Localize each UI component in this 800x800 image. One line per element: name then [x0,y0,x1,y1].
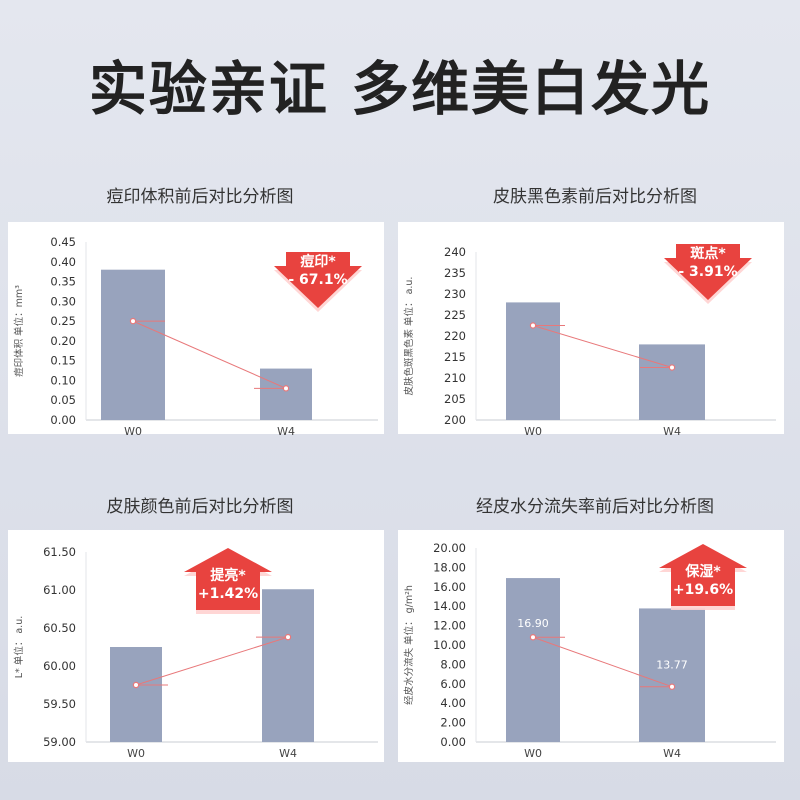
y-tick-label: 10.00 [433,638,466,652]
badge-label: 保湿* [684,563,721,580]
y-tick-label: 0.10 [50,373,76,387]
y-tick-label: 0.45 [50,235,76,249]
y-tick-label: 0.15 [50,354,76,368]
y-tick-label: 0.00 [440,735,466,749]
badge-value: - 67.1% [288,272,347,288]
y-tick-label: 4.00 [440,696,466,710]
badge-label: 痘印* [300,253,336,270]
y-axis-label: 皮肤色斑黑色素 单位： a.u. [403,277,415,396]
y-tick-label: 0.05 [50,393,76,407]
y-axis-label: 经皮水分流失 单位： g/m²h [403,585,415,705]
x-tick-label: W4 [277,425,295,438]
badge-arrow [184,548,272,610]
trend-point [284,633,292,641]
trend-line [132,320,287,389]
y-tick-label: 61.00 [43,583,76,597]
badge-arrow [274,252,362,308]
y-tick-label: 20.00 [433,541,466,555]
y-axis-label: 痘印体积 单位：mm³ [13,285,25,377]
chart-panel-skin-color: 皮肤颜色前后对比分析图 61.50 61.00 60.50 60.00 59.50 59.… [8,482,392,772]
bar-w0 [506,302,560,420]
y-tick-label: 210 [444,371,466,385]
chart-title: 皮肤颜色前后对比分析图 [106,497,294,517]
y-tick-label: 240 [444,245,466,259]
page-title: 实验亲证 多维美白发光 [88,55,712,123]
bar-w0 [101,269,165,420]
y-tick-label: 220 [444,329,466,343]
chart-skin-color-svg: 61.50 61.00 60.50 60.00 59.50 59.00 L* 单位： a.u… [8,530,384,762]
badge-value: +1.42% [198,586,258,602]
y-tick-label: 18.00 [433,560,466,574]
bar-w4 [262,589,314,742]
badge-value: - 3.91% [678,264,737,280]
y-tick-label: 12.00 [433,619,466,633]
y-tick-label: 8.00 [440,657,466,671]
y-tick-label: 0.35 [50,275,76,289]
chart-melanin-svg: 240 235 230 225 220 215 210 205 200 皮肤色斑黑色素 单位： a… [398,222,784,438]
badge-label: 提亮* [210,567,246,584]
y-tick-label: 215 [444,350,466,364]
badge-arrow [664,244,752,300]
y-tick-label: 225 [444,308,466,322]
chart-acne-mark-svg: 0.45 0.40 0.35 0.30 0.25 0.20 0.15 0.10 0.05 0.00… [8,222,384,438]
x-tick-label: W0 [127,747,145,760]
y-tick-label: 16.00 [433,580,466,594]
y-tick-label: 0.30 [50,294,76,308]
y-tick-label: 0.00 [50,413,76,427]
y-tick-label: 0.20 [50,334,76,348]
x-tick-label: W4 [663,425,681,438]
y-axis-label: L* 单位： a.u. [13,616,25,678]
y-tick-label: 200 [444,413,466,427]
y-tick-label: 0.40 [50,255,76,269]
y-tick-label: 60.00 [43,659,76,673]
bar-w0 [110,647,162,742]
trend-point [132,681,140,689]
trend-point [282,385,290,392]
y-tick-label: 0.25 [50,314,76,328]
chart-title: 经皮水分流失率前后对比分析图 [476,497,714,517]
trend-point [668,364,676,371]
y-tick-label: 2.00 [440,716,466,730]
badge-label: 斑点* [690,245,726,262]
trend-point [668,683,676,690]
y-tick-label: 61.50 [43,545,76,559]
y-tick-label: 205 [444,392,466,406]
bar-w4 [639,344,705,420]
bar-w4 [260,368,312,420]
chart-panel-melanin: 皮肤黑色素前后对比分析图 240 235 230 225 220 215 210 205 200… [398,170,792,442]
data-label: 16.90 [517,617,549,630]
y-tick-label: 6.00 [440,677,466,691]
chart-panel-acne-mark: 痘印体积前后对比分析图 0.45 0.40 0.35 0.30 0.25 0.20 0.15… [8,170,392,442]
chart-title: 痘印体积前后对比分析图 [106,187,294,207]
trend-point [129,317,137,325]
chart-title: 皮肤黑色素前后对比分析图 [493,187,697,207]
y-tick-label: 235 [444,266,466,280]
data-label: 13.77 [656,659,688,672]
badge-value: +19.6% [673,582,733,598]
x-tick-label: W4 [279,747,297,760]
trend-line [532,636,673,688]
trend-line [532,325,673,368]
x-tick-label: W0 [124,425,142,438]
chart-panel-tewl: 经皮水分流失率前后对比分析图 20.00 18.00 16.00 14.00 12.00… [398,482,792,772]
trend-point [529,634,537,641]
chart-background [8,530,384,762]
y-tick-label: 59.50 [43,697,76,711]
y-tick-label: 230 [444,287,466,301]
y-tick-label: 14.00 [433,599,466,613]
bar-w4 [639,608,705,742]
y-tick-label: 59.00 [43,735,76,749]
badge-arrow [659,544,747,606]
x-tick-label: W0 [524,425,542,438]
x-tick-label: W0 [524,747,542,760]
trend-line [135,636,289,686]
y-tick-label: 60.50 [43,621,76,635]
x-tick-label: W4 [663,747,681,760]
trend-point [529,322,537,329]
chart-tewl-svg: 20.00 18.00 16.00 14.00 12.00 10.00 8.00 6.00 4.… [398,530,784,762]
bar-w0 [506,578,560,742]
